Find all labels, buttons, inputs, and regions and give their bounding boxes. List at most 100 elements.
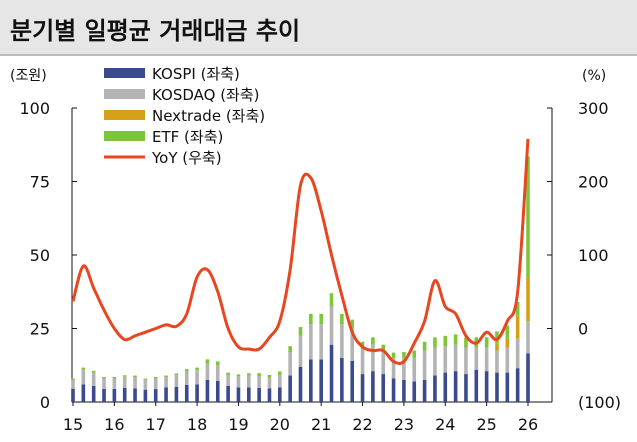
bar-etf — [153, 377, 158, 379]
bar-etf — [102, 377, 106, 379]
bar-kosdaq — [381, 350, 386, 375]
bar-kospi — [267, 388, 272, 402]
bar-kosdaq — [433, 347, 437, 376]
bar-kospi — [381, 374, 386, 402]
right-tick-label: 0 — [578, 320, 588, 339]
legend-swatch-kospi — [104, 68, 145, 78]
bar-etf — [226, 372, 230, 375]
bar-kosdaq — [205, 363, 210, 380]
bar-kospi — [443, 372, 448, 402]
bar-kosdaq — [122, 376, 127, 388]
x-tick-label: 23 — [394, 415, 414, 434]
bar-kospi — [412, 381, 417, 402]
bar-kospi — [133, 388, 137, 402]
bar-etf — [195, 367, 199, 371]
bar-kospi — [453, 371, 458, 402]
bar-kospi — [505, 372, 510, 402]
bar-etf — [174, 373, 179, 376]
bar-kosdaq — [412, 357, 417, 382]
page-title: 분기별 일평균 거래대금 추이 — [10, 17, 301, 45]
bar-nextrade — [515, 315, 520, 339]
bar-kosdaq — [102, 378, 106, 389]
x-tick-label: 25 — [476, 415, 496, 434]
bar-kospi — [91, 385, 96, 402]
bar-kosdaq — [464, 347, 468, 375]
x-tick-label: 24 — [435, 415, 455, 434]
bar-kospi — [340, 357, 344, 402]
bar-kosdaq — [195, 370, 199, 385]
bar-etf — [391, 352, 396, 358]
bar-kosdaq — [391, 357, 396, 379]
x-tick-label: 16 — [104, 415, 124, 434]
bar-kosdaq — [133, 377, 137, 389]
left-tick-label: 50 — [30, 246, 50, 265]
bar-kospi — [257, 387, 261, 402]
bar-kosdaq — [267, 377, 272, 389]
bar-kospi — [495, 372, 499, 402]
bar-kospi — [515, 368, 520, 402]
bar-kosdaq — [246, 375, 251, 388]
bar-kosdaq — [453, 344, 458, 372]
legend-label: YoY (우축) — [151, 149, 222, 167]
bar-kospi — [215, 380, 220, 402]
bar-kosdaq — [329, 306, 334, 345]
bar-kospi — [102, 388, 106, 402]
bar-kosdaq — [81, 369, 86, 385]
left-unit-label: (조원) — [10, 68, 47, 84]
bar-kosdaq — [505, 347, 510, 373]
bar-etf — [412, 350, 417, 358]
bar-etf — [112, 377, 117, 379]
bar-kospi — [433, 375, 437, 402]
bar-etf — [443, 335, 448, 347]
left-tick-label: 25 — [30, 320, 50, 339]
bar-etf — [71, 378, 75, 380]
bar-kospi — [360, 374, 365, 402]
right-unit-label: (%) — [582, 68, 606, 84]
bar-kospi — [71, 388, 75, 402]
bar-kosdaq — [184, 371, 189, 385]
x-tick-label: 22 — [352, 415, 372, 434]
bar-kospi — [195, 384, 199, 402]
bar-kosdaq — [215, 365, 220, 381]
bar-kosdaq — [288, 352, 292, 376]
bar-kosdaq — [174, 375, 179, 387]
bar-kospi — [288, 375, 292, 402]
bar-etf — [350, 319, 355, 329]
bar-etf — [143, 378, 148, 380]
bar-etf — [433, 337, 437, 348]
left-tick-label: 100 — [19, 99, 50, 118]
bar-etf — [515, 302, 520, 316]
x-tick-label: 20 — [270, 415, 290, 434]
bar-etf — [453, 334, 458, 345]
x-tick-label: 19 — [228, 415, 248, 434]
bar-kosdaq — [350, 328, 355, 361]
bar-kosdaq — [515, 338, 520, 369]
bar-etf — [288, 346, 292, 353]
bar-kosdaq — [474, 347, 479, 370]
bar-etf — [133, 375, 137, 378]
bar-etf — [164, 375, 168, 378]
bar-etf — [402, 352, 406, 358]
bar-kospi — [319, 359, 323, 402]
bar-etf — [236, 374, 241, 377]
legend-label: Nextrade (좌축) — [152, 107, 265, 125]
title-bar: 분기별 일평균 거래대금 추이 — [0, 0, 637, 56]
bar-etf — [340, 313, 344, 325]
legend-swatch-etf — [104, 131, 145, 141]
bar-kospi — [236, 387, 241, 402]
bar-etf — [371, 337, 375, 345]
bar-kosdaq — [257, 376, 261, 388]
bar-etf — [205, 359, 210, 364]
x-tick-label: 17 — [146, 415, 166, 434]
bar-kospi — [226, 385, 230, 402]
bar-etf — [309, 313, 313, 325]
x-tick-label: 26 — [518, 415, 538, 434]
bar-etf — [329, 293, 334, 307]
x-tick-label: 15 — [63, 415, 83, 434]
bar-kospi — [422, 379, 427, 402]
right-tick-label: 200 — [578, 173, 609, 192]
x-tick-label: 21 — [311, 415, 331, 434]
bar-kospi — [474, 369, 479, 402]
right-tick-label: 300 — [578, 99, 609, 118]
bar-kosdaq — [153, 378, 158, 390]
